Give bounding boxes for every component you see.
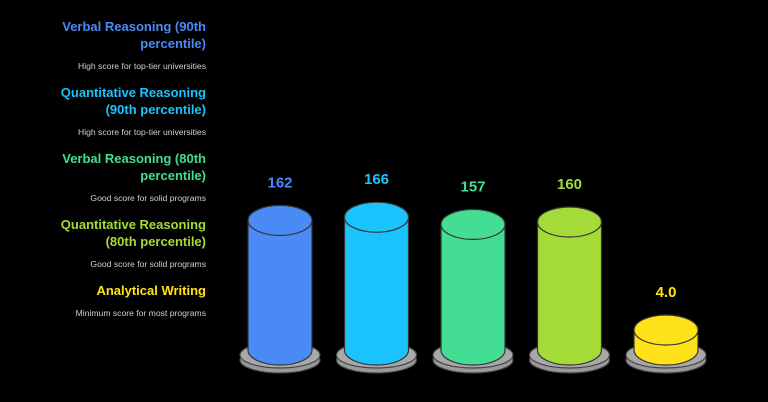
legend-item: Quantitative Reasoning (80th percentile)… <box>40 216 206 270</box>
value-label: 4.0 <box>656 284 677 301</box>
cylinder-body <box>536 221 603 366</box>
cylinder-top <box>536 206 603 238</box>
cylinder-body <box>440 223 506 366</box>
legend-title: Quantitative Reasoning (80th percentile) <box>60 217 206 249</box>
cylinder-top <box>343 201 410 233</box>
legend-description: High score for top-tier universities <box>78 61 206 71</box>
legend-description: High score for top-tier universities <box>78 127 206 137</box>
cylinder-top <box>247 204 313 236</box>
value-label: 160 <box>557 176 582 193</box>
cylinder-top <box>440 208 506 240</box>
legend-title: Analytical Writing <box>96 283 206 298</box>
legend-title: Verbal Reasoning (90th percentile) <box>62 19 206 51</box>
legend-item: Analytical Writing Minimum score for most… <box>40 282 206 319</box>
legend-description: Good score for solid programs <box>90 193 206 203</box>
value-label: 157 <box>460 178 485 195</box>
legend: Verbal Reasoning (90th percentile) High s… <box>40 18 206 331</box>
legend-title: Quantitative Reasoning (90th percentile) <box>60 85 206 117</box>
legend-title: Verbal Reasoning (80th percentile) <box>62 151 206 183</box>
value-label: 166 <box>364 171 389 188</box>
cylinder-top <box>633 314 699 346</box>
value-label: 162 <box>267 174 292 191</box>
legend-item: Verbal Reasoning (90th percentile) High s… <box>40 18 206 72</box>
legend-item: Quantitative Reasoning (90th percentile)… <box>40 84 206 138</box>
legend-item: Verbal Reasoning (80th percentile) Good s… <box>40 150 206 204</box>
cylinder-body <box>247 219 313 366</box>
legend-description: Minimum score for most programs <box>75 308 206 318</box>
cylinder-body <box>343 216 410 366</box>
legend-description: Good score for solid programs <box>90 259 206 269</box>
